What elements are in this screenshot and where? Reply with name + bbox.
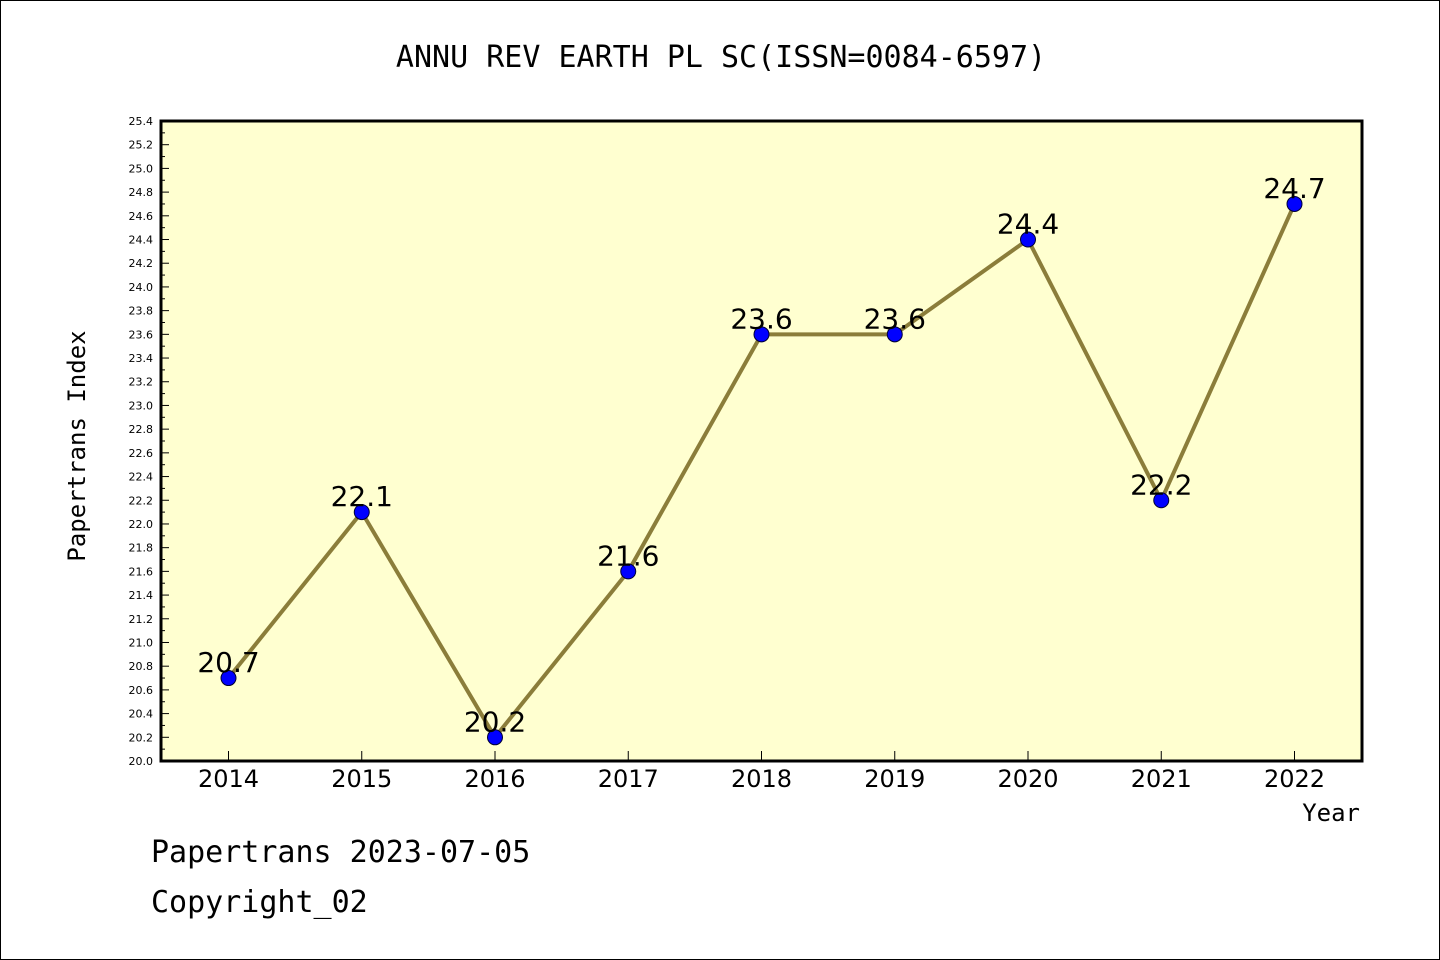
data-label: 22.1 xyxy=(331,480,393,513)
x-axis-title: Year xyxy=(1302,799,1360,827)
data-point xyxy=(620,563,637,580)
y-tick-label: 25.4 xyxy=(129,115,154,128)
y-tick-label: 24.0 xyxy=(129,281,154,294)
x-tick-label: 2019 xyxy=(864,765,925,793)
data-label: 20.7 xyxy=(197,646,259,679)
data-point xyxy=(1286,195,1303,212)
y-tick-label: 24.2 xyxy=(129,257,154,270)
data-label: 23.6 xyxy=(864,302,926,335)
data-label: 22.2 xyxy=(1130,468,1192,501)
y-tick-label: 20.0 xyxy=(129,755,154,768)
y-tick-label: 24.4 xyxy=(129,234,154,247)
y-tick-label: 20.2 xyxy=(129,731,154,744)
y-tick-label: 22.0 xyxy=(129,518,154,531)
data-point xyxy=(753,326,770,343)
y-tick-label: 23.2 xyxy=(129,376,154,389)
y-tick-label: 25.2 xyxy=(129,139,154,152)
x-tick-label: 2014 xyxy=(198,765,259,793)
data-label: 24.4 xyxy=(997,208,1059,241)
x-tick-label: 2015 xyxy=(331,765,392,793)
x-axis: 2014 2015 2016 2017 2018 2019 2020 2021 2022 xyxy=(198,751,1325,793)
y-tick-label: 21.4 xyxy=(129,589,154,602)
x-tick-label: 2022 xyxy=(1264,765,1325,793)
x-tick-label: 2021 xyxy=(1131,765,1192,793)
footer-date: Papertrans 2023-07-05 xyxy=(151,835,531,870)
y-tick-label: 23.6 xyxy=(129,328,154,341)
series-layer: 20.7 22.1 20.2 21.6 23.6 23.6 24.4 22.2 24.7 xyxy=(197,172,1326,746)
data-label: 23.6 xyxy=(730,302,792,335)
y-tick-label: 22.4 xyxy=(129,471,154,484)
y-tick-label: 24.6 xyxy=(129,210,154,223)
data-point xyxy=(1153,492,1170,509)
footer-copyright: Copyright_02 xyxy=(151,885,368,920)
x-tick-label: 2020 xyxy=(997,765,1058,793)
y-tick-label: 23.4 xyxy=(129,352,154,365)
data-point xyxy=(487,729,503,746)
y-tick-label: 22.6 xyxy=(129,447,154,460)
x-tick-label: 2017 xyxy=(598,765,659,793)
y-axis-title: Papertrans Index xyxy=(63,330,91,561)
data-point xyxy=(886,326,903,343)
y-tick-label: 22.2 xyxy=(129,494,154,507)
data-label: 20.2 xyxy=(464,705,526,738)
x-tick-label: 2018 xyxy=(731,765,792,793)
chart-title: ANNU REV EARTH PL SC(ISSN=0084-6597) xyxy=(396,40,1046,75)
data-label: 21.6 xyxy=(597,539,659,572)
y-tick-label: 20.4 xyxy=(129,708,154,721)
y-tick-label: 20.8 xyxy=(129,660,154,673)
y-tick-label: 20.6 xyxy=(129,684,154,697)
y-tick-label: 22.8 xyxy=(129,423,154,436)
y-tick-label: 23.8 xyxy=(129,305,154,318)
y-tick-label: 21.2 xyxy=(129,613,154,626)
data-point xyxy=(220,670,237,687)
y-tick-label: 21.8 xyxy=(129,542,154,555)
y-tick-label: 21.0 xyxy=(129,636,154,649)
data-label: 24.7 xyxy=(1263,172,1325,205)
y-tick-label: 25.0 xyxy=(129,162,154,175)
y-axis: 20.0 20.2 20.4 20.6 20.8 21.0 21.2 21.4 21.6 21.8… xyxy=(129,115,169,768)
data-point xyxy=(353,504,370,521)
y-tick-label: 21.6 xyxy=(129,565,154,578)
data-point xyxy=(1020,231,1036,248)
y-tick-label: 24.8 xyxy=(129,186,154,199)
plot-area xyxy=(159,119,1364,763)
x-tick-label: 2016 xyxy=(464,765,525,793)
y-tick-label: 23.0 xyxy=(129,399,154,412)
